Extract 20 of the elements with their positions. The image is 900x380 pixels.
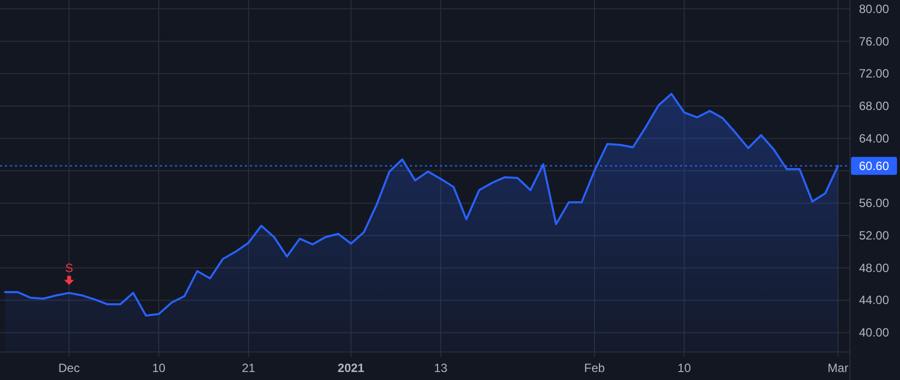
y-tick-label: 56.00 xyxy=(858,196,890,210)
x-tick-label: Feb xyxy=(584,361,606,375)
y-tick-label: 76.00 xyxy=(858,34,890,48)
x-tick-label: 21 xyxy=(242,361,256,375)
x-tick-label: Mar xyxy=(828,361,848,375)
y-tick-label: 80.00 xyxy=(858,2,890,16)
y-tick-label: 48.00 xyxy=(858,260,890,275)
x-tick-label: 10 xyxy=(152,361,166,375)
x-tick-label: Dec xyxy=(58,361,80,375)
y-tick-label: 72.00 xyxy=(858,66,890,81)
y-tick-label: 64.00 xyxy=(858,131,890,146)
x-tick-label: 10 xyxy=(678,361,692,375)
y-tick-label: 44.00 xyxy=(858,293,890,308)
y-tick-label: 52.00 xyxy=(858,228,890,242)
ref-line-label: 60.60 xyxy=(858,158,890,173)
y-tick-label: 68.00 xyxy=(858,99,890,114)
y-tick-label: 40.00 xyxy=(858,326,890,340)
x-tick-label: 13 xyxy=(434,361,448,375)
annotation: S xyxy=(65,260,74,275)
x-tick-label: 2021 xyxy=(338,361,365,375)
